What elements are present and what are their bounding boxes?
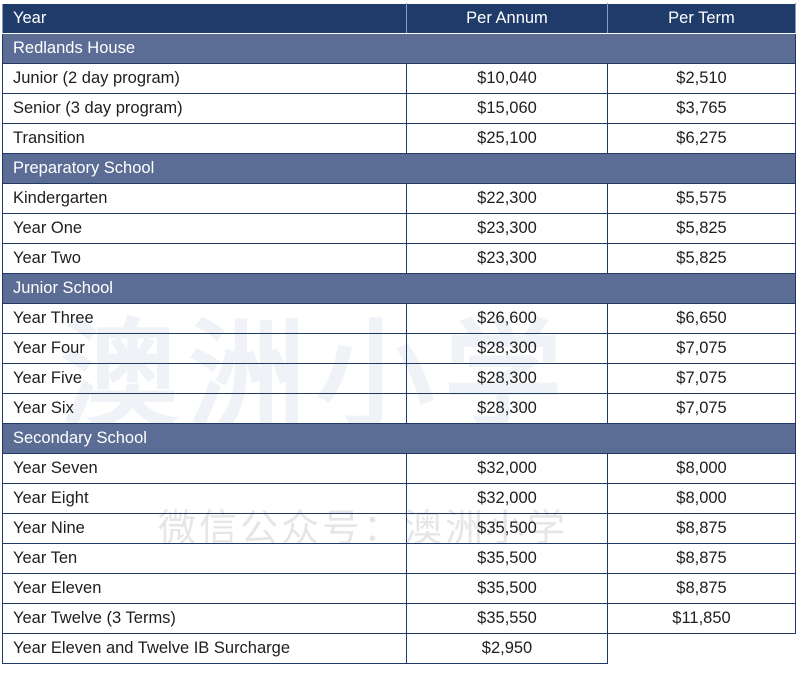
cell-year: Year Six: [2, 393, 407, 424]
cell-year: Year Three: [2, 303, 407, 334]
table-row: Transition $25,100 $6,275: [2, 123, 796, 154]
cell-year: Transition: [2, 123, 407, 154]
cell-year: Year One: [2, 213, 407, 244]
cell-per-term: $8,000: [607, 483, 796, 514]
header-year: Year: [2, 3, 407, 34]
section-header-row: Preparatory School: [2, 153, 796, 184]
section-header-row: Secondary School: [2, 423, 796, 454]
cell-per-annum: $35,500: [406, 513, 608, 544]
section-title: Secondary School: [2, 423, 796, 454]
cell-per-term: $7,075: [607, 333, 796, 364]
cell-year: Year Five: [2, 363, 407, 394]
cell-per-annum: $22,300: [406, 183, 608, 214]
cell-year: Year Eight: [2, 483, 407, 514]
cell-year: Year Two: [2, 243, 407, 274]
table-row: Year Four $28,300 $7,075: [2, 333, 796, 364]
section-title: Preparatory School: [2, 153, 796, 184]
cell-per-term: $5,575: [607, 183, 796, 214]
table-row: Senior (3 day program) $15,060 $3,765: [2, 93, 796, 124]
header-row: Year Per Annum Per Term: [2, 3, 796, 34]
cell-year: Year Nine: [2, 513, 407, 544]
cell-per-annum: $35,500: [406, 573, 608, 604]
cell-per-annum: $2,950: [406, 633, 608, 664]
cell-year: Year Ten: [2, 543, 407, 574]
cell-per-term: $2,510: [607, 63, 796, 94]
table-row: Year Nine $35,500 $8,875: [2, 513, 796, 544]
table-row: Year Eleven $35,500 $8,875: [2, 573, 796, 604]
table-row: Year Two $23,300 $5,825: [2, 243, 796, 274]
table-row: Kindergarten $22,300 $5,575: [2, 183, 796, 214]
section-header-row: Junior School: [2, 273, 796, 304]
cell-year: Year Eleven: [2, 573, 407, 604]
fee-table: Year Per Annum Per Term Redlands House Ju…: [2, 3, 796, 664]
cell-per-annum: $35,550: [406, 603, 608, 634]
cell-per-annum: $10,040: [406, 63, 608, 94]
section-title: Junior School: [2, 273, 796, 304]
cell-year: Senior (3 day program): [2, 93, 407, 124]
table-row: Year Twelve (3 Terms) $35,550 $11,850: [2, 603, 796, 634]
cell-per-term: $5,825: [607, 213, 796, 244]
cell-per-term: $8,875: [607, 543, 796, 574]
cell-per-term: $8,000: [607, 453, 796, 484]
table-row: Year Eight $32,000 $8,000: [2, 483, 796, 514]
cell-year: Year Four: [2, 333, 407, 364]
table-row: Year One $23,300 $5,825: [2, 213, 796, 244]
header-per-term: Per Term: [607, 3, 796, 34]
cell-per-annum: $28,300: [406, 333, 608, 364]
table-row: Year Ten $35,500 $8,875: [2, 543, 796, 574]
table-row: Year Six $28,300 $7,075: [2, 393, 796, 424]
cell-per-term: $6,650: [607, 303, 796, 334]
cell-per-term: $3,765: [607, 93, 796, 124]
cell-per-term: $7,075: [607, 363, 796, 394]
cell-per-annum: $28,300: [406, 393, 608, 424]
cell-per-annum: $23,300: [406, 213, 608, 244]
cell-per-term: $8,875: [607, 573, 796, 604]
cell-per-annum: $28,300: [406, 363, 608, 394]
table-row: Junior (2 day program) $10,040 $2,510: [2, 63, 796, 94]
section-header-row: Redlands House: [2, 33, 796, 64]
cell-per-term: $7,075: [607, 393, 796, 424]
cell-per-term: $11,850: [607, 603, 796, 634]
cell-per-term: $5,825: [607, 243, 796, 274]
cell-per-annum: $32,000: [406, 483, 608, 514]
fee-table-body: Redlands House Junior (2 day program) $10,…: [2, 33, 796, 664]
table-row: Year Three $26,600 $6,650: [2, 303, 796, 334]
section-title: Redlands House: [2, 33, 796, 64]
header-per-annum: Per Annum: [406, 3, 608, 34]
cell-year: Year Seven: [2, 453, 407, 484]
cell-year: Year Twelve (3 Terms): [2, 603, 407, 634]
cell-year: Junior (2 day program): [2, 63, 407, 94]
table-row: Year Eleven and Twelve IB Surcharge $2,95…: [2, 633, 796, 664]
cell-per-term: [608, 634, 796, 664]
cell-per-term: $8,875: [607, 513, 796, 544]
cell-per-term: $6,275: [607, 123, 796, 154]
cell-per-annum: $15,060: [406, 93, 608, 124]
cell-per-annum: $23,300: [406, 243, 608, 274]
table-row: Year Five $28,300 $7,075: [2, 363, 796, 394]
cell-per-annum: $26,600: [406, 303, 608, 334]
cell-per-annum: $35,500: [406, 543, 608, 574]
cell-year: Kindergarten: [2, 183, 407, 214]
table-row: Year Seven $32,000 $8,000: [2, 453, 796, 484]
cell-per-annum: $32,000: [406, 453, 608, 484]
cell-year: Year Eleven and Twelve IB Surcharge: [2, 633, 407, 664]
cell-per-annum: $25,100: [406, 123, 608, 154]
